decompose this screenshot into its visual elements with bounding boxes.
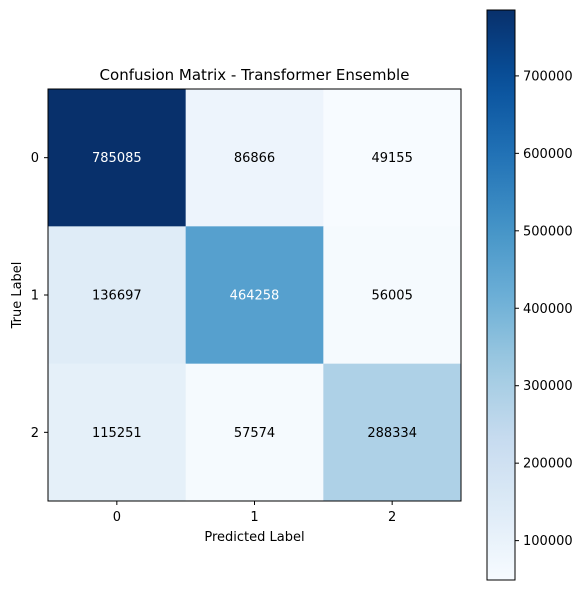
cell-value-label: 464258	[230, 289, 280, 304]
x-axis-label: Predicted Label	[204, 530, 304, 545]
y-axis-ticks: 0 1 2	[31, 151, 48, 441]
colorbar-tick-label: 300000	[523, 379, 573, 394]
heatmap-cell-2-0	[48, 363, 187, 502]
y-tick-label: 2	[31, 426, 39, 441]
x-tick-label: 1	[250, 510, 258, 525]
colorbar-tick-label: 200000	[523, 457, 573, 472]
colorbar-tick-label: 100000	[523, 534, 573, 549]
cell-value-label: 785085	[92, 151, 142, 166]
heatmap-cells	[48, 89, 462, 502]
cell-value-label: 86866	[234, 151, 275, 166]
colorbar-tick-label: 700000	[523, 69, 573, 84]
heatmap-cell-labels: 785085 86866 49155 136697 464258 56005 115251 5…	[92, 151, 417, 441]
cell-value-label: 57574	[234, 426, 275, 441]
colorbar	[486, 9, 516, 581]
heatmap-cell-1-1	[185, 226, 324, 365]
cell-value-label: 115251	[92, 426, 142, 441]
heatmap-cell-1-0	[48, 226, 187, 365]
x-axis-ticks: 0 1 2	[113, 501, 396, 525]
colorbar-tick-label: 400000	[523, 302, 573, 317]
y-tick-label: 1	[31, 289, 39, 304]
cell-value-label: 288334	[367, 426, 417, 441]
cell-value-label: 136697	[92, 289, 142, 304]
heatmap-cell-2-1	[185, 363, 324, 502]
heatmap-cell-2-2	[323, 363, 462, 502]
colorbar-tick-label: 500000	[523, 224, 573, 239]
y-axis-label: True Label	[10, 262, 25, 330]
x-tick-label: 0	[113, 510, 121, 525]
colorbar-tick-label: 600000	[523, 147, 573, 162]
y-tick-label: 0	[31, 151, 39, 166]
cell-value-label: 49155	[371, 151, 412, 166]
heatmap-cell-0-0	[48, 89, 187, 227]
heatmap-cell-0-2	[323, 89, 462, 227]
cell-value-label: 56005	[371, 289, 412, 304]
heatmap-cell-1-2	[323, 226, 462, 365]
colorbar-ticks: 100000 200000 300000 400000 500000 600000 7000…	[515, 69, 573, 549]
x-tick-label: 2	[388, 510, 396, 525]
heatmap-cell-0-1	[185, 89, 324, 227]
chart-title: Confusion Matrix - Transformer Ensemble	[100, 66, 410, 84]
